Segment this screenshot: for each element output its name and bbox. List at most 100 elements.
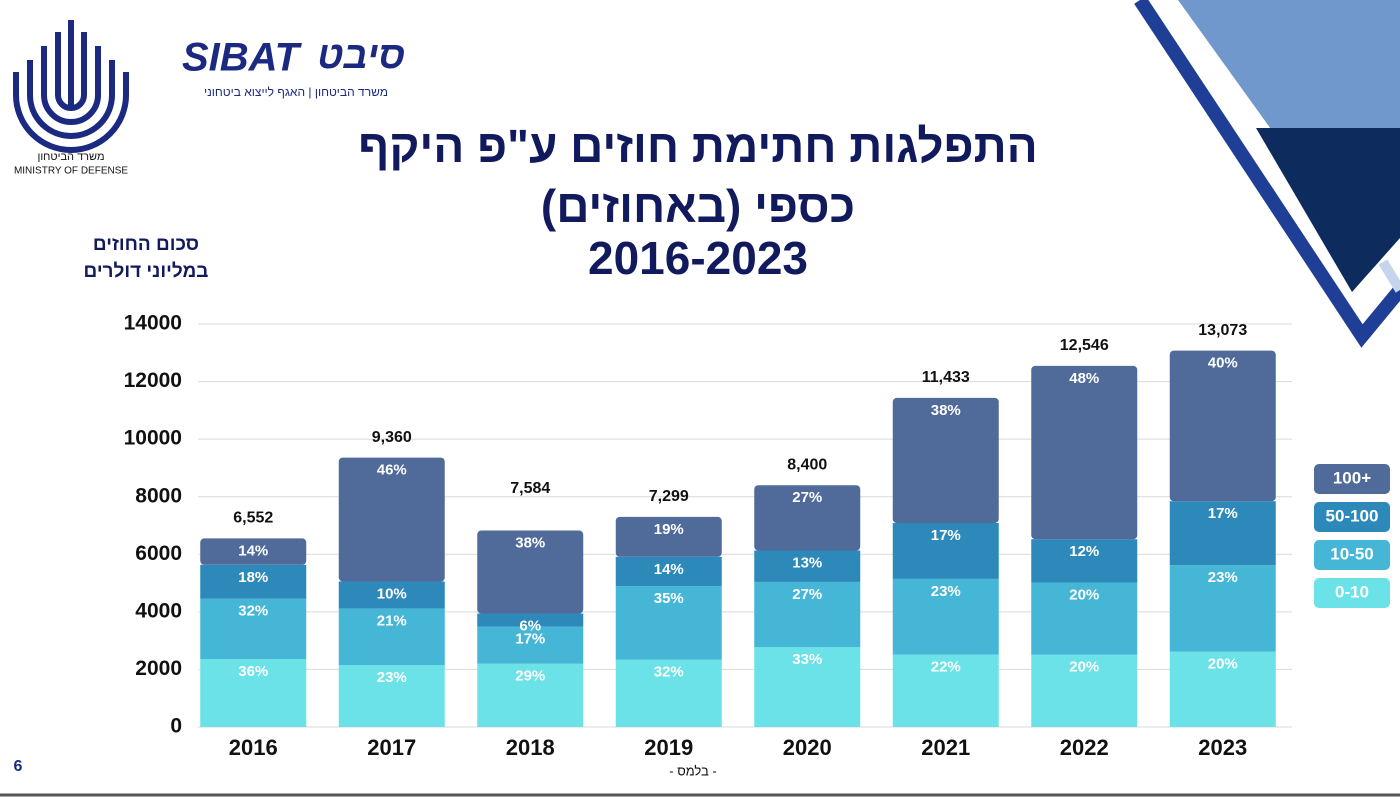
legend-label: 10-50 [1330,544,1373,563]
bar-segment [1169,651,1276,727]
segment-label: 13% [792,554,822,571]
bar-segment [477,663,584,727]
x-tick-label: 2023 [1198,735,1247,760]
bar-segment [892,522,999,579]
segment-label: 46% [377,462,407,479]
x-tick-label: 2018 [506,735,555,760]
y-axis-label: סכום החוזים [93,234,199,255]
bar-segment [1031,365,1138,540]
brand-subtitle: משרד הביטחון | האגף לייצוא ביטחוני [204,85,388,99]
bar-segment [892,654,999,727]
bar-segment [615,659,722,727]
bar-segment [1169,565,1276,652]
bar-segment [338,457,445,582]
y-axis-label: במליוני דולרים [84,261,209,282]
bar-segment [477,530,584,614]
y-tick-label: 12000 [124,369,182,392]
segment-label: 10% [377,585,407,602]
bar-segment [615,586,722,660]
segment-label: 36% [238,663,268,680]
bar-segment [754,550,861,582]
total-label: 7,584 [510,480,550,497]
segment-label: 23% [1208,569,1238,586]
total-label: 11,433 [922,369,970,386]
bar-segment [1031,582,1138,655]
segment-label: 22% [931,659,961,676]
chart-title: 2016-2023 [588,232,808,284]
bar-segment [1031,654,1138,727]
segment-label: 21% [377,612,407,629]
segment-label: 27% [792,489,822,506]
legend-swatch [1314,578,1390,608]
total-label: 6,552 [233,510,273,527]
segment-label: 48% [1069,370,1099,387]
y-tick-label: 14000 [124,312,182,335]
segment-label: 20% [1208,656,1238,673]
total-label: 8,400 [787,456,827,473]
legend-label: 100+ [1333,468,1371,487]
bar-segment [477,613,584,627]
segment-label: 14% [654,561,684,578]
segment-label: 23% [377,669,407,686]
bar-segment [892,578,999,655]
segment-label: 17% [931,527,961,544]
segment-label: 32% [654,664,684,681]
bar-segment [338,608,445,666]
bar-segment [754,485,861,551]
bar-segment [338,581,445,609]
decor-line [1134,0,1400,348]
logo [13,20,129,153]
y-tick-label: 10000 [124,427,182,450]
ministry-hebrew: משרד הביטחון [37,151,104,163]
segment-label: 23% [931,583,961,600]
segment-label: 27% [792,586,822,603]
legend-swatch [1314,464,1390,494]
segment-label: 17% [1208,505,1238,522]
legend-label: 50-100 [1326,506,1379,525]
segment-label: 19% [654,521,684,538]
bar-segment [615,516,722,557]
segment-label: 33% [792,651,822,668]
segment-label: 17% [515,631,545,648]
segment-label: 40% [1208,355,1238,372]
bar-segment [477,626,584,664]
chart-title: התפלגות חתימת חוזים ע"פ היקף [358,120,1037,172]
chart-title: כספי (באחוזים) [541,180,855,232]
decor-line [1378,259,1400,293]
x-tick-label: 2021 [921,735,970,760]
total-label: 13,073 [1198,322,1247,339]
brand: SIBAT [182,36,303,80]
classification: - בלמס - [669,763,717,778]
bar-segment [1031,539,1138,583]
bar-segment [892,397,999,523]
segment-label: 20% [1069,659,1099,676]
bar-segment [200,598,307,660]
segment-label: 12% [1069,543,1099,560]
bar-segment [200,659,307,727]
segment-label: 14% [238,542,268,559]
ministry-english: MINISTRY OF DEFENSE [14,166,128,177]
legend-swatch [1314,502,1390,532]
x-tick-label: 2022 [1060,735,1109,760]
legend-label: 0-10 [1335,582,1369,601]
bar-segment [754,647,861,727]
segment-label: 20% [1069,587,1099,604]
total-label: 12,546 [1060,337,1109,354]
page-number: 6 [14,758,23,775]
x-tick-label: 2020 [783,735,832,760]
bar-segment [1169,501,1276,566]
y-tick-label: 0 [170,715,182,738]
segment-label: 38% [931,402,961,419]
bar-segment [1169,350,1276,502]
y-tick-label: 6000 [135,542,182,565]
decor-triangle [1256,128,1400,292]
bar-segment [200,538,307,565]
segment-label: 6% [519,617,541,634]
x-tick-label: 2019 [644,735,693,760]
x-tick-label: 2017 [367,735,416,760]
brand-hebrew: סיבט [317,35,405,77]
bar-segment [615,556,722,587]
total-label: 9,360 [372,429,412,446]
segment-label: 32% [238,603,268,620]
